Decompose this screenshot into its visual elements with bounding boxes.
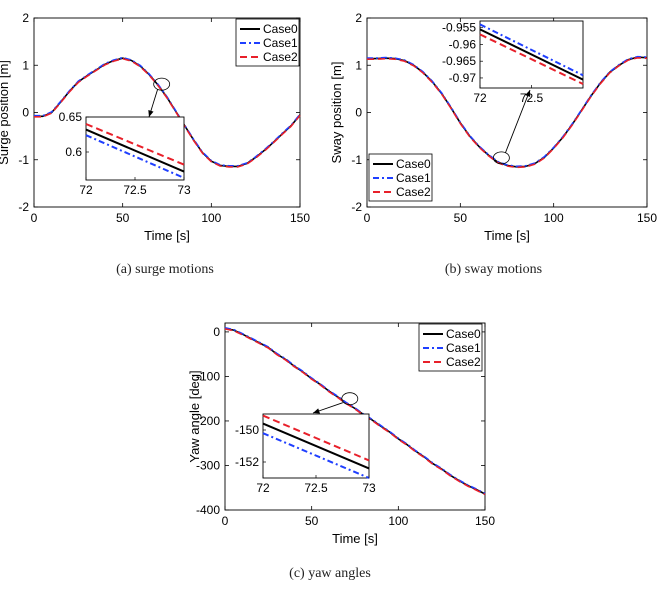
y-tick-label-2-3: -100: [196, 369, 220, 383]
x-axis-label-0: Time [s]: [144, 228, 190, 243]
inset-area-0: [85, 116, 185, 181]
x-tick-label-1-1: 50: [454, 211, 468, 225]
y-tick-label-1-4: 2: [355, 11, 362, 25]
inset-x-tick-label-2-0: 72: [256, 481, 270, 495]
inset-y-tick-label-1-2: -0.965: [442, 54, 476, 68]
inset-y-tick-label-1-1: -0.96: [449, 37, 477, 51]
x-tick-label-2-0: 0: [222, 514, 229, 528]
x-tick-label-0-2: 100: [201, 211, 221, 225]
x-tick-label-0-1: 50: [116, 211, 130, 225]
inset-x-tick-label-1-1: 72.5: [520, 91, 544, 105]
legend-label-0-1: Case1: [263, 36, 298, 50]
y-tick-label-0-3: 1: [22, 58, 29, 72]
inset-x-tick-label-0-1: 72.5: [123, 183, 147, 197]
inset-x-tick-label-0-0: 72: [79, 183, 93, 197]
inset-series-line-2-2: [262, 414, 370, 462]
y-tick-label-1-2: 0: [355, 106, 362, 120]
zoom-arrow-head-0: [148, 110, 154, 117]
x-tick-label-2-3: 150: [475, 514, 495, 528]
inset-x-tick-label-2-1: 72.5: [304, 481, 328, 495]
y-tick-label-0-2: 0: [22, 106, 29, 120]
y-tick-label-2-2: -200: [196, 414, 220, 428]
inset-y-tick-label-0-0: 0.65: [59, 110, 83, 124]
inset-series-line-0-1: [85, 134, 185, 179]
zoom-arrow-line-1: [504, 89, 531, 154]
x-tick-label-1-0: 0: [364, 211, 371, 225]
zoom-circle-1: [492, 151, 510, 165]
inset-x-tick-label-0-2: 73: [177, 183, 191, 197]
y-tick-label-1-3: 1: [355, 58, 362, 72]
legend-box-1: [368, 153, 433, 202]
series-line-1-1: [367, 55, 648, 168]
legend-box-0: [235, 18, 300, 67]
inset-y-tick-label-2-1: -152: [235, 455, 259, 469]
x-axis-label-2: Time [s]: [332, 531, 378, 546]
x-tick-label-2-1: 50: [305, 514, 319, 528]
x-tick-label-2-2: 100: [388, 514, 408, 528]
x-axis-label-1: Time [s]: [484, 228, 530, 243]
inset-series-line-0-0: [85, 128, 185, 173]
y-tick-label-1-1: -1: [351, 153, 362, 167]
y-tick-label-1-0: -2: [351, 200, 362, 214]
inset-y-tick-label-0-1: 0.6: [65, 145, 82, 159]
series-line-2-1: [224, 327, 486, 495]
legend-label-1-1: Case1: [396, 171, 431, 185]
legend-label-0-0: Case0: [263, 22, 298, 36]
legend-label-2-1: Case1: [446, 341, 481, 355]
legend-label-0-2: Case2: [263, 50, 298, 64]
y-axis-label-1: Sway position [m]: [329, 62, 344, 164]
y-axis-label-0: Surge position [m]: [0, 60, 11, 165]
y-tick-label-2-0: -400: [196, 503, 220, 517]
inset-x-tick-label-1-0: 72: [473, 91, 487, 105]
legend-label-2-0: Case0: [446, 327, 481, 341]
inset-x-tick-label-2-2: 73: [362, 481, 376, 495]
legend-box-2: [418, 323, 483, 372]
inset-series-line-1-2: [479, 33, 584, 85]
y-tick-label-2-4: 0: [213, 325, 220, 339]
caption-c: (c) yaw angles: [289, 566, 371, 581]
inset-series-line-1-0: [479, 28, 584, 81]
caption-a: (a) surge motions: [116, 262, 214, 277]
inset-y-tick-label-1-0: -0.955: [442, 21, 476, 35]
y-axis-label-2: Yaw angle [deg]: [187, 370, 202, 462]
inset-y-tick-label-2-0: -150: [235, 423, 259, 437]
zoom-circle-2: [341, 392, 359, 406]
legend-label-1-2: Case2: [396, 185, 431, 199]
inset-y-tick-label-1-3: -0.97: [449, 71, 477, 85]
x-tick-label-0-0: 0: [31, 211, 38, 225]
caption-b: (b) sway motions: [444, 262, 543, 277]
y-tick-label-2-1: -300: [196, 458, 220, 472]
y-tick-label-0-4: 2: [22, 11, 29, 25]
y-tick-label-0-1: -1: [18, 153, 29, 167]
inset-series-line-2-1: [262, 432, 370, 479]
zoom-arrow-head-2: [313, 408, 320, 414]
x-tick-label-1-2: 100: [544, 211, 564, 225]
series-line-0-2: [34, 57, 301, 168]
inset-series-line-1-1: [479, 23, 584, 77]
x-tick-label-0-3: 150: [290, 211, 310, 225]
y-tick-label-0-0: -2: [18, 200, 29, 214]
inset-series-line-2-0: [262, 422, 370, 470]
zoom-circle-0: [153, 77, 171, 91]
inset-series-line-0-2: [85, 123, 185, 166]
series-line-2-2: [224, 328, 486, 496]
legend-label-2-2: Case2: [446, 355, 481, 369]
legend-label-1-0: Case0: [396, 157, 431, 171]
zoom-arrow-head-1: [525, 90, 531, 97]
x-tick-label-1-3: 150: [637, 211, 657, 225]
series-line-1-2: [367, 56, 648, 169]
